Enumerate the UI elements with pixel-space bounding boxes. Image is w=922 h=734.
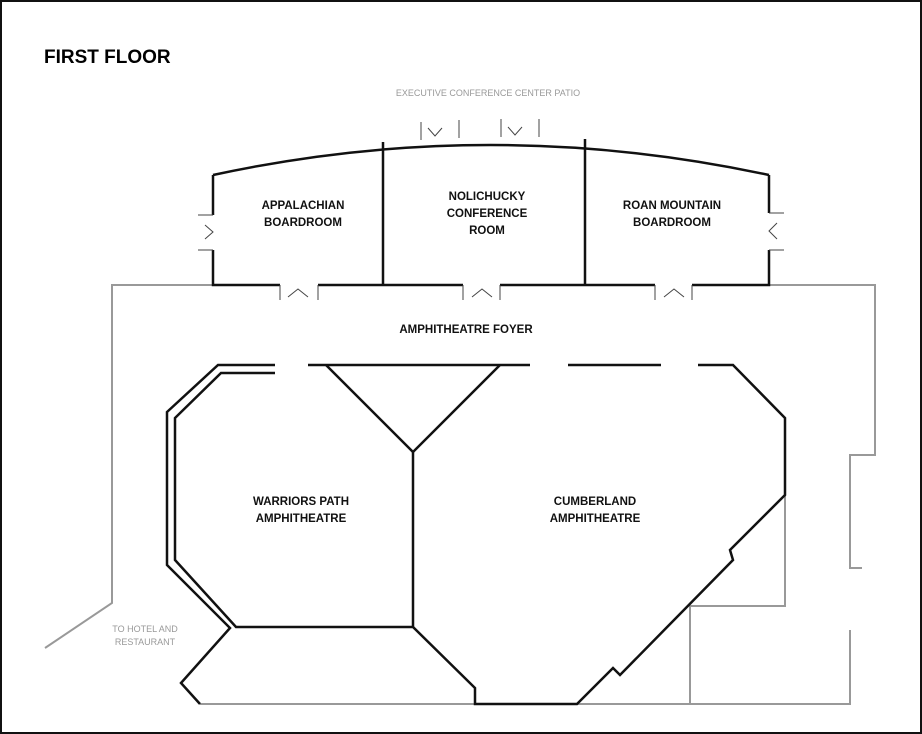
amphitheatres xyxy=(165,363,787,706)
room-label: CUMBERLAND xyxy=(554,496,636,508)
foyer-label: AMPHITHEATRE FOYER xyxy=(399,324,533,336)
boardrooms xyxy=(198,118,784,300)
room-label: ROOM xyxy=(469,225,505,237)
room-labels: APPALACHIAN BOARDROOM NOLICHUCKY CONFERENCE… xyxy=(253,191,721,525)
room-label: ROAN MOUNTAIN xyxy=(623,200,721,212)
room-label: APPALACHIAN xyxy=(262,200,345,212)
title: FIRST FLOOR xyxy=(44,47,171,68)
room-label: NOLICHUCKY xyxy=(449,191,526,203)
room-label: CONFERENCE xyxy=(447,208,528,220)
exit-label: TO HOTEL AND RESTAURANT xyxy=(112,624,178,647)
room-label: BOARDROOM xyxy=(633,217,711,229)
room-label: AMPHITHEATRE xyxy=(550,513,641,525)
building-outline xyxy=(44,284,876,705)
patio-label: EXECUTIVE CONFERENCE CENTER PATIO xyxy=(396,88,580,98)
room-label: BOARDROOM xyxy=(264,217,342,229)
exit-label-line: RESTAURANT xyxy=(115,637,176,647)
exit-label-line: TO HOTEL AND xyxy=(112,624,178,634)
room-label: WARRIORS PATH xyxy=(253,496,349,508)
room-label: AMPHITHEATRE xyxy=(256,513,347,525)
